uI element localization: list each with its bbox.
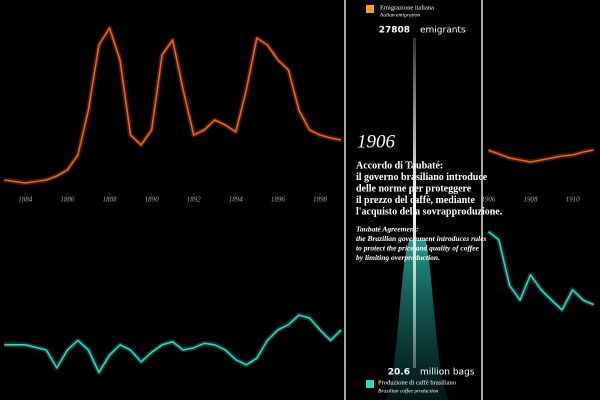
line-glow	[3, 25, 595, 186]
series-line	[4, 231, 595, 374]
legend-label: Produzione di caffè brasiliano	[378, 379, 456, 386]
glow-shape	[385, 240, 450, 400]
x-tick-label: 1890	[145, 196, 160, 204]
panel-text-en: to protect the price and quality of coff…	[356, 244, 480, 253]
x-tick-label: 1896	[271, 196, 286, 204]
legend-sublabel: Italian emigration	[379, 12, 420, 18]
legend-label: Emigrazione italiana	[380, 4, 434, 11]
x-tick-label: 1906	[481, 196, 496, 204]
legend-sublabel: Brazilian coffee production	[378, 387, 439, 394]
x-tick-label: 1886	[60, 196, 75, 204]
panel-text-en: the Brazilian government introduces rule…	[356, 234, 487, 243]
x-tick-label: 1910	[566, 196, 581, 204]
panel-year: 1906	[357, 131, 396, 152]
line-glow	[4, 229, 595, 375]
legend-swatch	[366, 380, 374, 388]
x-tick-label: 1892	[187, 196, 202, 204]
panel-text-it: Accordo di Taubaté:	[356, 160, 443, 171]
panel-text-it: l'acquisto della sovrapproduzione.	[356, 206, 503, 217]
highlight-value: 27808	[379, 26, 410, 36]
x-tick-label: 1884	[18, 196, 33, 204]
panel-text-it: delle norme per proteggere	[356, 183, 472, 194]
highlight-unit: emigrants	[420, 26, 466, 36]
x-tick-label: 1898	[313, 196, 328, 204]
highlight-unit: million bags	[420, 368, 475, 378]
legend-swatch	[366, 5, 374, 13]
highlight-value: 20.6	[388, 368, 410, 378]
info-panel: Emigrazione italiana Italian emigration …	[344, 0, 503, 400]
panel-text-it: il governo brasiliano introduce	[356, 172, 488, 183]
panel-text-en: Taubaté Agreement:	[356, 225, 419, 234]
panel-text-it: il prezzo del caffè, mediante	[356, 195, 476, 206]
x-tick-label: 1908	[524, 196, 539, 204]
highlight-bar	[413, 38, 416, 368]
x-tick-label: 1888	[102, 196, 117, 204]
panel-text-en: by limiting overproduction.	[356, 253, 440, 262]
x-tick-label: 1894	[229, 196, 244, 204]
series-line	[4, 27, 594, 184]
